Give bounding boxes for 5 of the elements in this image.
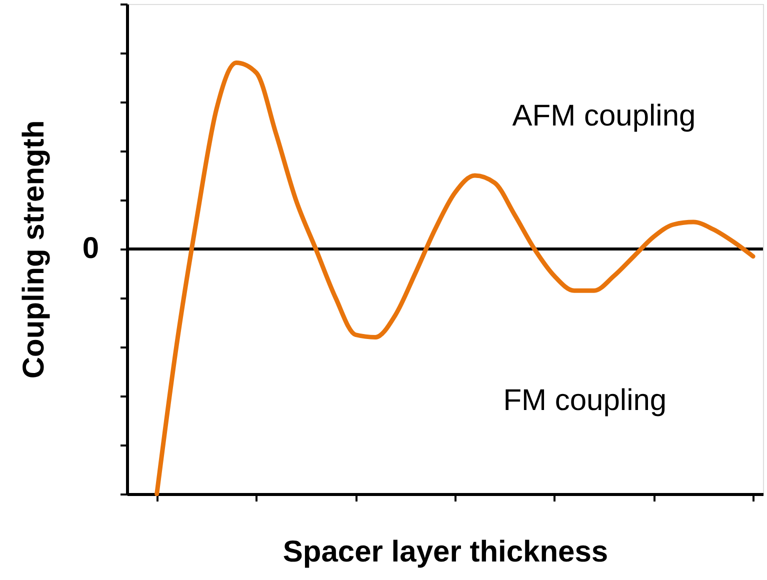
y-axis-title: Coupling strength <box>18 120 50 379</box>
annotation: AFM coupling <box>512 100 696 133</box>
x-axis-title: Spacer layer thickness <box>282 536 608 568</box>
annotation: FM coupling <box>503 384 667 417</box>
ref-line-label: 0 <box>82 232 99 265</box>
